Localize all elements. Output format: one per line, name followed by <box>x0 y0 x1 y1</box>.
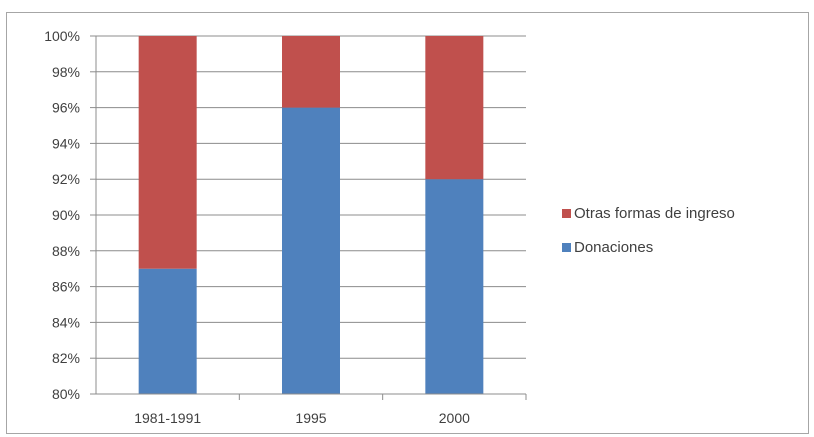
bar-donaciones <box>425 179 484 394</box>
y-tick-label: 84% <box>52 314 80 330</box>
y-tick-label: 96% <box>52 100 80 116</box>
y-tick-label: 94% <box>52 135 80 151</box>
legend-swatch <box>562 209 571 218</box>
y-tick-label: 88% <box>52 243 80 259</box>
bar-donaciones <box>282 107 340 394</box>
x-tick-label: 1981-1991 <box>134 410 201 426</box>
y-tick-label: 90% <box>52 207 80 223</box>
y-tick-label: 92% <box>52 171 80 187</box>
bar-otras-formas-de-ingreso <box>282 36 340 108</box>
legend-label: Otras formas de ingreso <box>574 205 735 222</box>
bar-donaciones <box>138 268 197 394</box>
legend-label: Donaciones <box>574 239 653 256</box>
y-tick-label: 82% <box>52 350 80 366</box>
legend: Otras formas de ingreso Donaciones <box>562 205 735 256</box>
x-tick-label: 2000 <box>439 410 470 426</box>
y-tick-label: 86% <box>52 279 80 295</box>
y-tick-label: 80% <box>52 386 80 402</box>
y-tick-label: 98% <box>52 64 80 80</box>
y-axis-tick-labels: 80% 82% 84% 86% 88% 90% 92% 94% 96% 98% 100% <box>44 28 80 402</box>
x-axis-tick-labels: 1981-1991 1995 2000 <box>134 410 470 426</box>
bar-otras-formas-de-ingreso <box>425 36 484 180</box>
x-tick-label: 1995 <box>295 410 326 426</box>
legend-swatch <box>562 243 571 252</box>
axes <box>90 35 527 400</box>
bars <box>138 36 484 394</box>
y-tick-label: 100% <box>44 28 80 44</box>
bar-otras-formas-de-ingreso <box>138 36 197 269</box>
